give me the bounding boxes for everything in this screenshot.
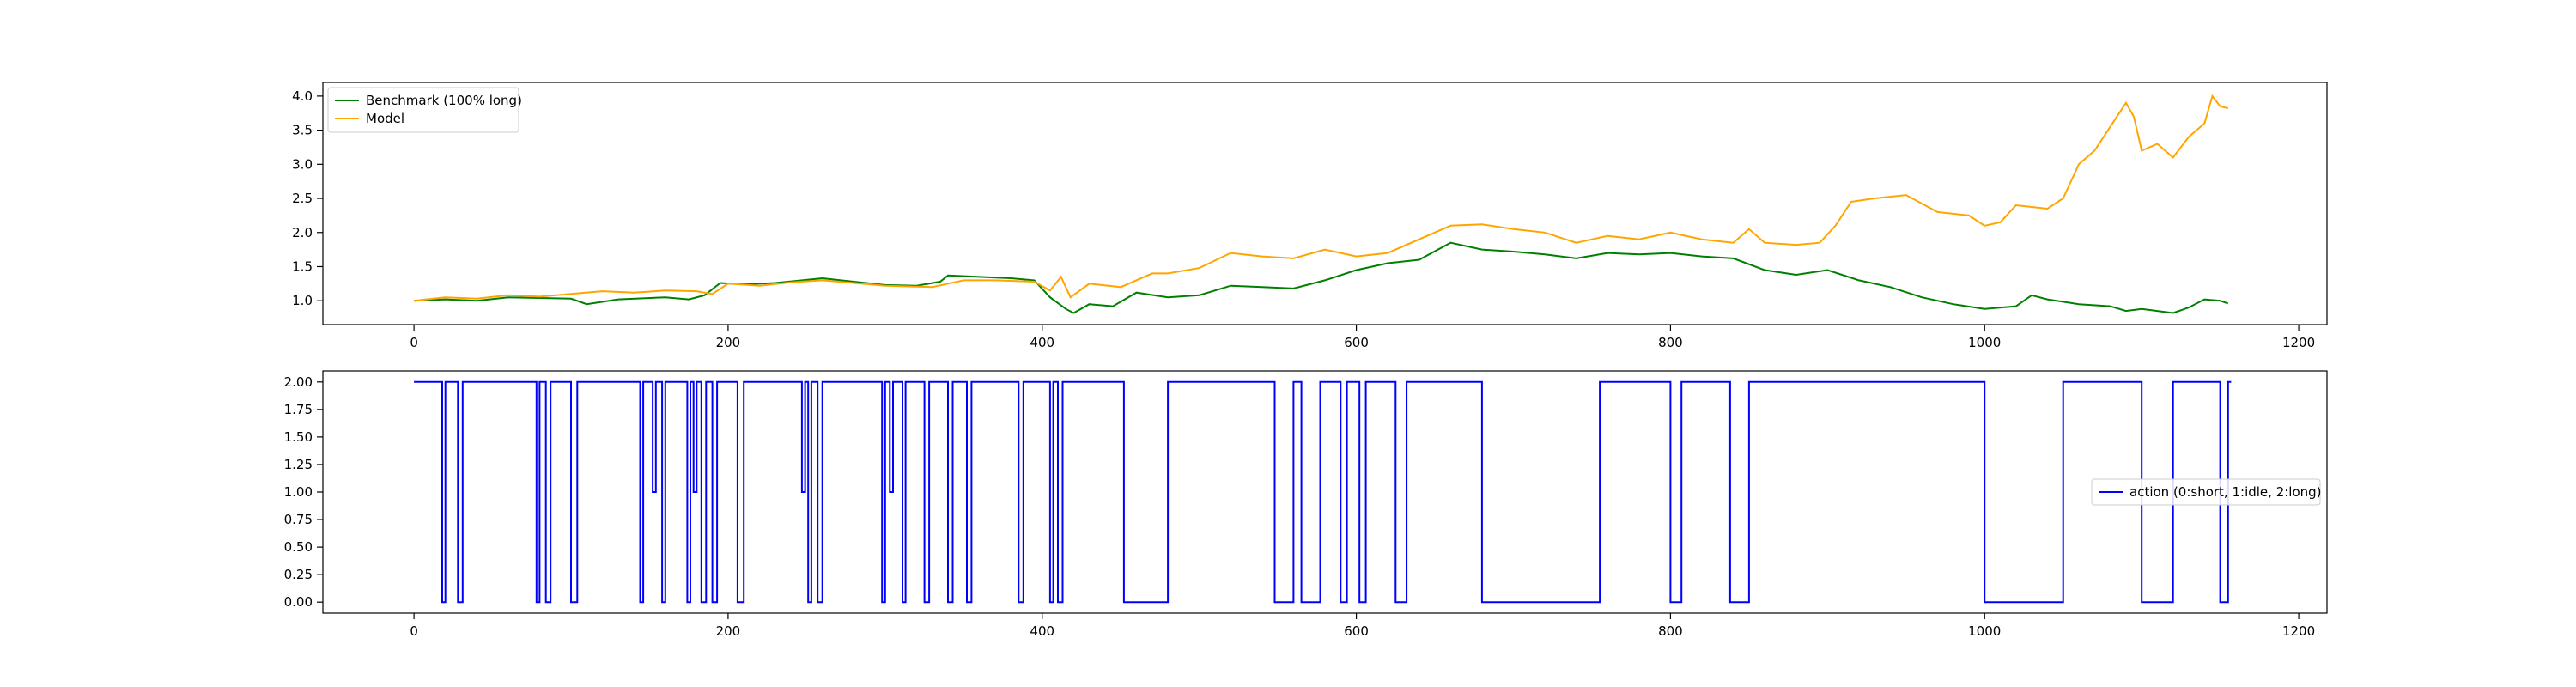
legend-label: Model <box>366 111 404 126</box>
y-tick-label: 3.5 <box>292 123 313 138</box>
y-tick-label: 4.0 <box>292 88 313 104</box>
legend: Benchmark (100% long) Model <box>327 87 522 133</box>
x-tick-label: 400 <box>1030 623 1054 639</box>
x-tick-label: 800 <box>1658 623 1683 639</box>
legend-label: action (0:short, 1:idle, 2:long) <box>2129 484 2322 500</box>
equity-chart: 0 200 400 600 800 1000 1200 1.0 1.5 2.0 2.5 3.0 3.5 4… <box>292 82 2328 350</box>
y-tick-label: 2.0 <box>292 225 313 240</box>
legend-box <box>327 87 519 133</box>
x-tick-label: 1200 <box>2282 623 2315 639</box>
x-tick-label: 600 <box>1344 623 1369 639</box>
y-tick-label: 1.75 <box>284 402 313 417</box>
x-tick-label: 1000 <box>1968 623 2001 639</box>
y-tick-label: 0.25 <box>284 567 313 582</box>
series-line-0-1 <box>413 94 2229 302</box>
y-tick-label: 0.00 <box>284 594 313 610</box>
x-tick-label: 400 <box>1030 335 1054 350</box>
x-tick-label: 0 <box>410 623 418 639</box>
x-tick-label: 600 <box>1344 335 1369 350</box>
y-tick-label: 3.0 <box>292 156 313 172</box>
y-tick-label: 0.50 <box>284 539 313 555</box>
y-tick-label: 1.00 <box>284 484 313 500</box>
action-chart: 0 200 400 600 800 1000 1200 0.00 0.25 0.50 0.75 1.0… <box>284 370 2328 639</box>
y-tick-label: 0.75 <box>284 512 313 527</box>
y-tick-label: 1.0 <box>292 293 313 308</box>
y-tick-label: 1.50 <box>284 429 313 445</box>
series-line-1-0 <box>414 380 2232 604</box>
x-tick-label: 0 <box>410 335 418 350</box>
series-line-0-0 <box>414 241 2229 314</box>
x-tick-label: 200 <box>716 623 741 639</box>
legend-label: Benchmark (100% long) <box>366 93 522 108</box>
legend: action (0:short, 1:idle, 2:long) <box>2091 478 2322 506</box>
y-tick-label: 1.25 <box>284 457 313 472</box>
x-tick-label: 1000 <box>1968 335 2001 350</box>
x-tick-label: 1200 <box>2282 335 2315 350</box>
axes-frame <box>322 82 2328 325</box>
legend-box <box>2091 478 2321 506</box>
x-tick-label: 200 <box>716 335 741 350</box>
x-tick-label: 800 <box>1658 335 1683 350</box>
y-tick-label: 1.5 <box>292 258 313 274</box>
y-tick-label: 2.00 <box>284 374 313 390</box>
y-tick-label: 2.5 <box>292 191 313 206</box>
